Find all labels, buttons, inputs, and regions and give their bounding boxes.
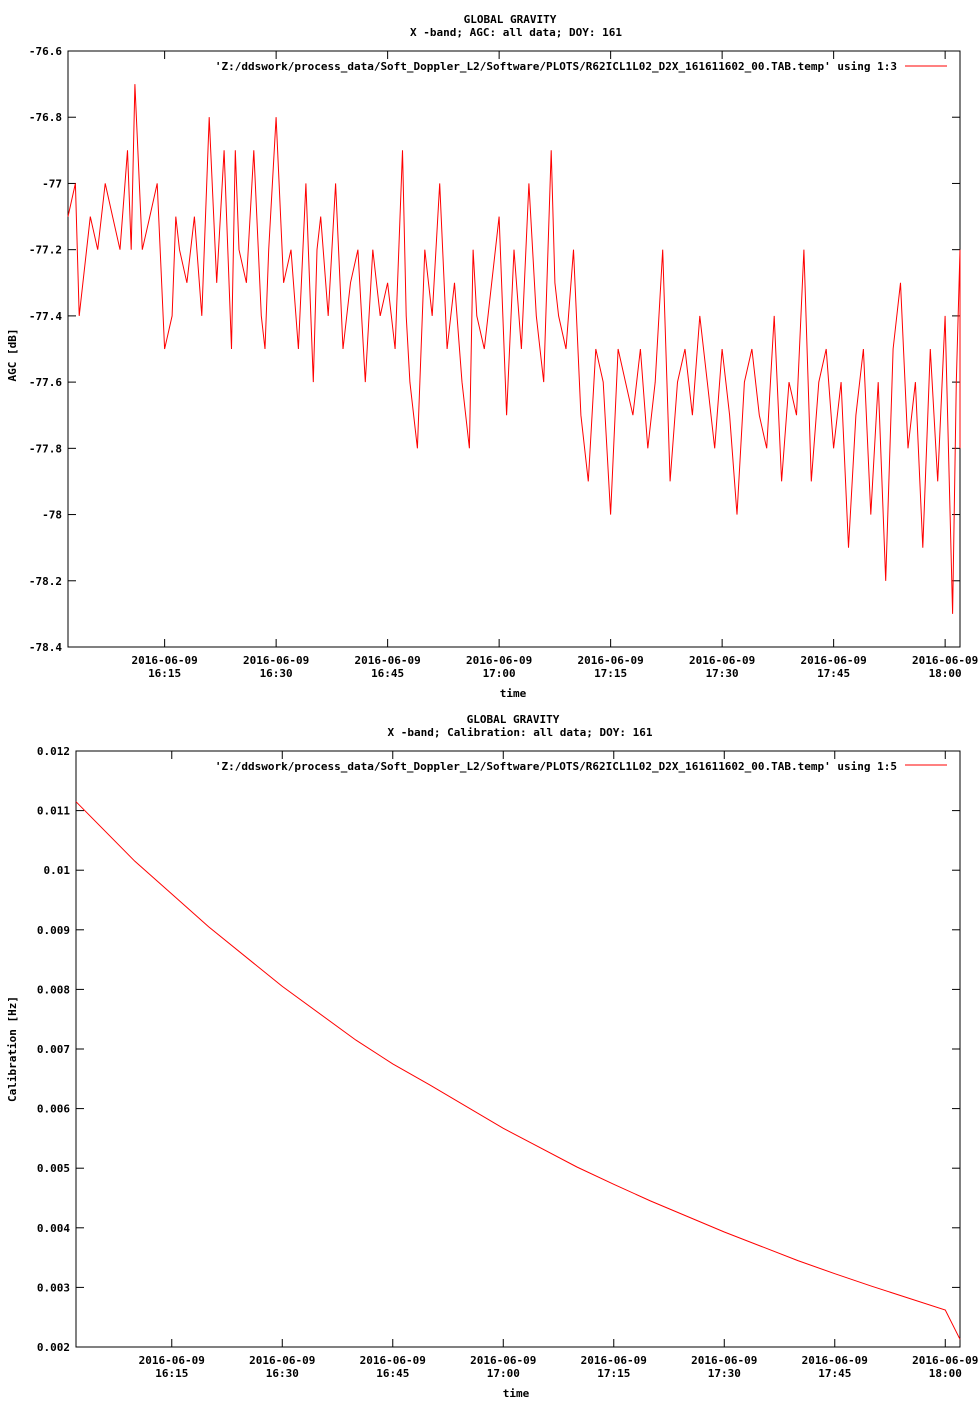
- x-tick-label-time: 17:00: [487, 1367, 520, 1380]
- y-tick-label: -78: [42, 509, 62, 522]
- x-tick-label-time: 18:00: [929, 1367, 962, 1380]
- x-tick-label-time: 16:30: [266, 1367, 299, 1380]
- chart-title: GLOBAL GRAVITY: [467, 713, 560, 726]
- x-tick-label-date: 2016-06-09: [132, 654, 198, 667]
- series-layer: [67, 84, 961, 614]
- y-tick-label: 0.006: [37, 1103, 70, 1116]
- x-tick-label-time: 18:00: [929, 667, 962, 680]
- y-tick-label: -77: [42, 177, 62, 190]
- series-line: [67, 84, 961, 614]
- x-tick-label-date: 2016-06-09: [912, 1354, 978, 1367]
- y-tick-label: 0.011: [37, 805, 70, 818]
- y-tick-label: -77.2: [29, 244, 62, 257]
- chart-title: GLOBAL GRAVITY: [464, 13, 557, 26]
- y-tick-label: -78.2: [29, 575, 62, 588]
- x-tick-label-time: 17:45: [817, 667, 850, 680]
- x-tick-label-date: 2016-06-09: [578, 654, 644, 667]
- y-axis-ticks: -76.6 -76.8 -77 -77.2 -77.4 -77.6 -77.8 -78 -78.…: [29, 45, 960, 654]
- y-axis-label: AGC [dB]: [6, 329, 19, 382]
- x-tick-label-date: 2016-06-09: [801, 654, 867, 667]
- x-tick-label-time: 16:45: [376, 1367, 409, 1380]
- x-tick-label-time: 16:15: [148, 667, 181, 680]
- x-tick-label-date: 2016-06-09: [360, 1354, 426, 1367]
- x-tick-label-date: 2016-06-09: [802, 1354, 868, 1367]
- x-tick-label-time: 16:45: [371, 667, 404, 680]
- y-tick-label: 0.004: [37, 1222, 70, 1235]
- y-tick-label: 0.005: [37, 1162, 70, 1175]
- x-axis-ticks: 2016-06-0916:152016-06-0916:302016-06-09…: [139, 751, 978, 1380]
- x-tick-label-time: 17:30: [708, 1367, 741, 1380]
- y-tick-label: -76.6: [29, 45, 62, 58]
- x-tick-label-date: 2016-06-09: [243, 654, 309, 667]
- y-tick-label: 0.009: [37, 924, 70, 937]
- x-tick-label-date: 2016-06-09: [139, 1354, 205, 1367]
- x-tick-label-date: 2016-06-09: [470, 1354, 536, 1367]
- series-line: [75, 801, 961, 1340]
- agc-chart: GLOBAL GRAVITY X -band; AGC: all data; D…: [6, 13, 978, 700]
- y-axis-ticks: 0.002 0.003 0.004 0.005 0.006 0.007 0.008 0.009…: [37, 745, 960, 1354]
- y-tick-label: -78.4: [29, 641, 62, 654]
- x-axis-ticks: 2016-06-0916:152016-06-0916:302016-06-09…: [132, 51, 978, 680]
- x-tick-label-date: 2016-06-09: [466, 654, 532, 667]
- y-tick-label: -77.4: [29, 310, 62, 323]
- legend-label: 'Z:/ddswork/process_data/Soft_Doppler_L2…: [215, 60, 897, 73]
- series-layer: [75, 801, 961, 1340]
- x-axis-label: time: [500, 687, 527, 700]
- chart-subtitle: X -band; Calibration: all data; DOY: 161: [388, 726, 653, 739]
- x-tick-label-time: 16:30: [260, 667, 293, 680]
- y-tick-label: -77.6: [29, 376, 62, 389]
- legend: 'Z:/ddswork/process_data/Soft_Doppler_L2…: [215, 760, 947, 773]
- y-axis-label: Calibration [Hz]: [6, 996, 19, 1102]
- plot-frame: [75, 750, 961, 1348]
- legend-label: 'Z:/ddswork/process_data/Soft_Doppler_L2…: [215, 760, 897, 773]
- x-axis-label: time: [503, 1387, 530, 1400]
- x-tick-label-date: 2016-06-09: [249, 1354, 315, 1367]
- chart-subtitle: X -band; AGC: all data; DOY: 161: [410, 26, 622, 39]
- calibration-chart: GLOBAL GRAVITY X -band; Calibration: all…: [6, 713, 978, 1400]
- x-tick-label-date: 2016-06-09: [912, 654, 978, 667]
- x-tick-label-date: 2016-06-09: [355, 654, 421, 667]
- y-tick-label: 0.012: [37, 745, 70, 758]
- y-tick-label: -77.8: [29, 442, 62, 455]
- x-tick-label-time: 17:30: [706, 667, 739, 680]
- x-tick-label-time: 17:45: [818, 1367, 851, 1380]
- y-tick-label: 0.007: [37, 1043, 70, 1056]
- x-tick-label-time: 16:15: [155, 1367, 188, 1380]
- x-tick-label-time: 17:15: [594, 667, 627, 680]
- y-tick-label: 0.002: [37, 1341, 70, 1354]
- x-tick-label-date: 2016-06-09: [689, 654, 755, 667]
- x-tick-label-date: 2016-06-09: [691, 1354, 757, 1367]
- y-tick-label: -76.8: [29, 111, 62, 124]
- x-tick-label-time: 17:15: [597, 1367, 630, 1380]
- y-tick-label: 0.003: [37, 1281, 70, 1294]
- x-tick-label-time: 17:00: [483, 667, 516, 680]
- x-tick-label-date: 2016-06-09: [581, 1354, 647, 1367]
- y-tick-label: 0.01: [44, 864, 71, 877]
- y-tick-label: 0.008: [37, 983, 70, 996]
- legend: 'Z:/ddswork/process_data/Soft_Doppler_L2…: [215, 60, 947, 73]
